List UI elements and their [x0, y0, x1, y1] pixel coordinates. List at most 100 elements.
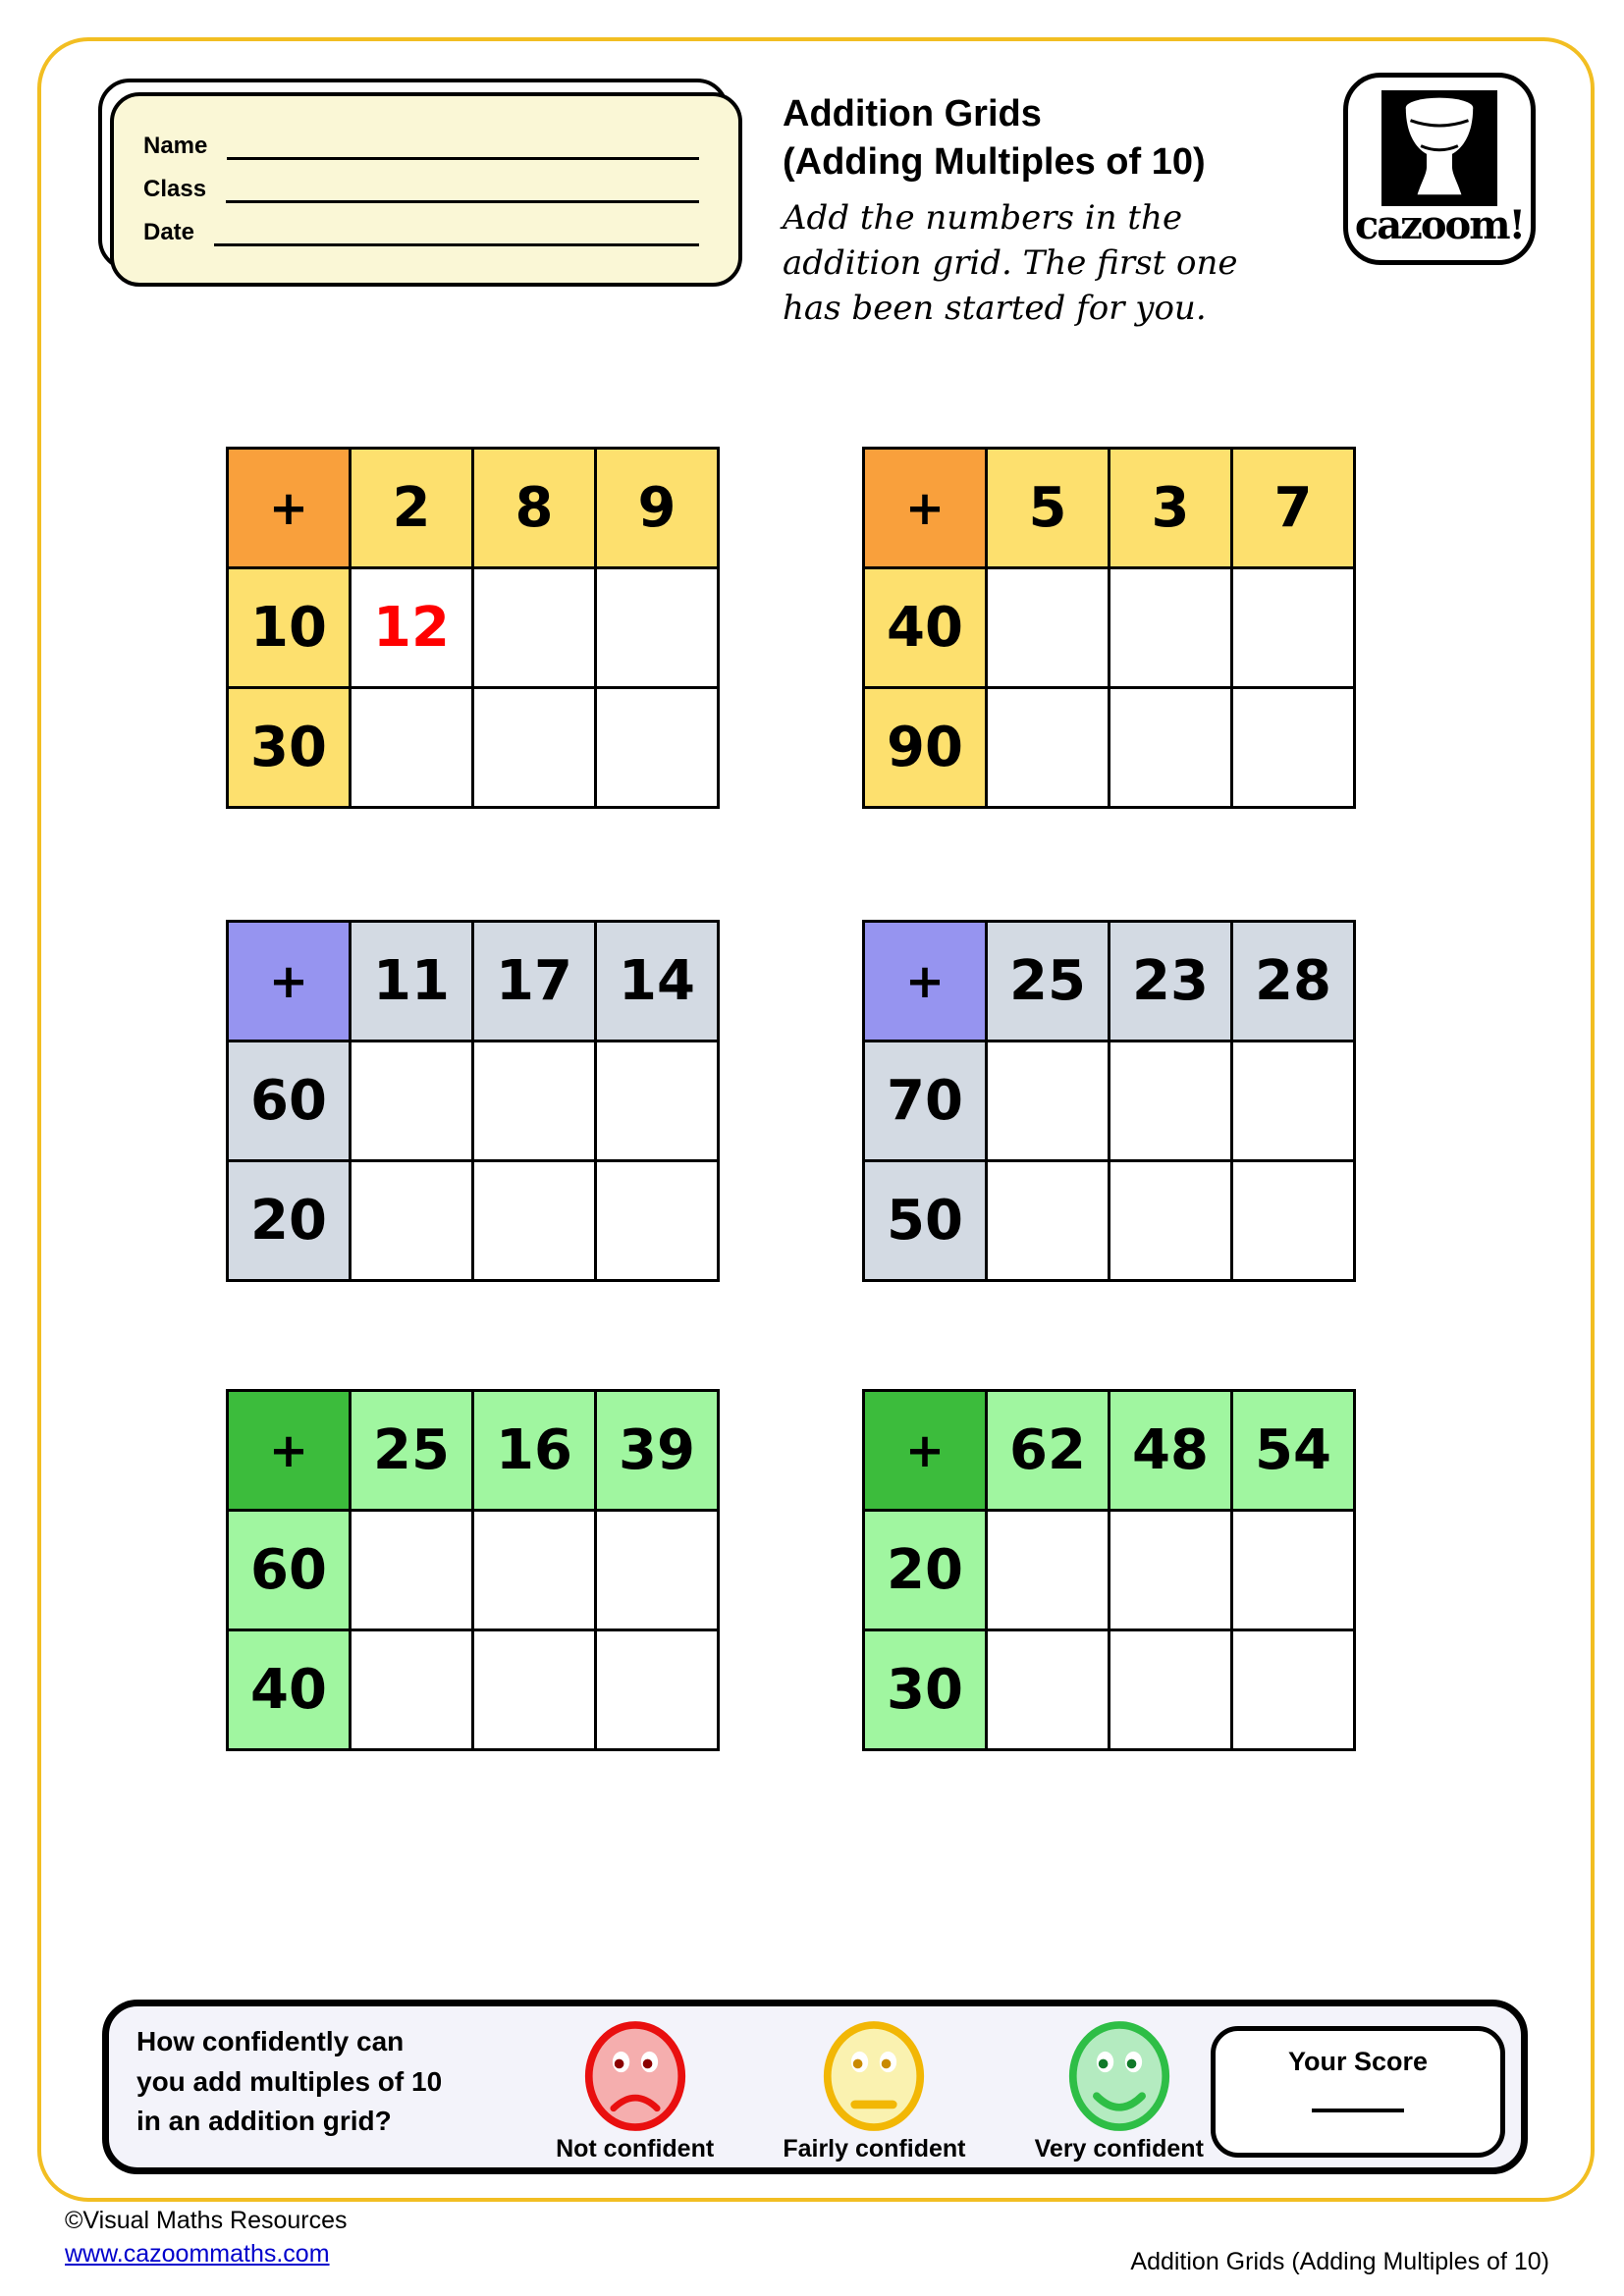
row-header: 70 — [862, 1040, 988, 1162]
confidence-question: How confidently can you add multiples of… — [136, 2022, 442, 2142]
answer-cell[interactable] — [1108, 1509, 1233, 1631]
option-label: Fairly confident — [783, 2135, 966, 2163]
col-header: 8 — [471, 447, 597, 569]
answer-cell[interactable] — [594, 686, 720, 809]
answer-cell[interactable] — [594, 1509, 720, 1631]
website-link[interactable]: www.cazoommaths.com — [65, 2239, 330, 2268]
col-header: 16 — [471, 1389, 597, 1512]
answer-cell[interactable] — [471, 1509, 597, 1631]
page-title-line1: Addition Grids — [783, 93, 1042, 134]
djembe-drum-icon — [1381, 90, 1497, 206]
date-field-row: Date — [143, 219, 699, 246]
answer-cell[interactable] — [349, 1509, 474, 1631]
confidence-options: Not confident Fairly confident V — [521, 2014, 1238, 2163]
plus-cell: + — [862, 447, 988, 569]
col-header: 25 — [349, 1389, 474, 1512]
answer-cell[interactable] — [349, 1040, 474, 1162]
footer-doc-title: Addition Grids (Adding Multiples of 10) — [1130, 2248, 1549, 2275]
addition-grid-4: + 25 23 28 70 50 — [862, 920, 1356, 1282]
plus-cell: + — [862, 920, 988, 1042]
option-label: Very confident — [1034, 2135, 1204, 2163]
page-title: Addition Grids (Adding Multiples of 10) — [783, 90, 1332, 187]
sad-face-icon — [584, 2021, 685, 2131]
col-header: 17 — [471, 920, 597, 1042]
info-box-inner: Name Class Date — [110, 92, 742, 287]
col-header: 14 — [594, 920, 720, 1042]
student-info-box: Name Class Date — [98, 79, 742, 287]
answer-cell[interactable] — [985, 1629, 1110, 1751]
answer-cell[interactable] — [471, 1159, 597, 1282]
answer-cell[interactable] — [349, 1629, 474, 1751]
addition-grid-3: + 11 17 14 60 20 — [226, 920, 720, 1282]
score-input-line[interactable] — [1312, 2109, 1404, 2112]
answer-cell[interactable] — [594, 1159, 720, 1282]
col-header: 62 — [985, 1389, 1110, 1512]
answer-cell[interactable] — [594, 566, 720, 689]
name-field-row: Name — [143, 133, 699, 160]
answer-cell[interactable] — [471, 1629, 597, 1751]
answer-cell[interactable] — [1108, 1629, 1233, 1751]
option-label: Not confident — [556, 2135, 715, 2163]
col-header: 11 — [349, 920, 474, 1042]
date-label: Date — [143, 219, 195, 245]
answer-cell[interactable] — [985, 566, 1110, 689]
page-title-line2: (Adding Multiples of 10) — [783, 141, 1206, 184]
option-not-confident[interactable]: Not confident — [556, 2019, 714, 2163]
answer-cell[interactable] — [471, 566, 597, 689]
answer-cell[interactable] — [349, 686, 474, 809]
class-label: Class — [143, 176, 207, 202]
answer-cell[interactable] — [1108, 1159, 1233, 1282]
answer-cell[interactable] — [594, 1040, 720, 1162]
col-header: 25 — [985, 920, 1110, 1042]
answer-cell[interactable] — [985, 1509, 1110, 1631]
answer-cell[interactable] — [1230, 686, 1356, 809]
confidence-question-line3: in an addition grid? — [136, 2106, 392, 2137]
row-header: 10 — [226, 566, 352, 689]
score-title: Your Score — [1287, 2047, 1429, 2076]
addition-grid-2: + 5 3 7 40 90 — [862, 447, 1356, 809]
addition-grid-1: + 2 8 9 10 12 30 — [226, 447, 720, 809]
answer-cell[interactable] — [471, 1040, 597, 1162]
class-field-row: Class — [143, 176, 699, 203]
row-header: 20 — [226, 1159, 352, 1282]
answer-cell[interactable] — [985, 1040, 1110, 1162]
plus-cell: + — [226, 447, 352, 569]
answer-cell[interactable] — [471, 686, 597, 809]
footer-left: ©Visual Maths Resources www.cazoommaths.… — [65, 2205, 348, 2271]
answer-cell[interactable] — [1230, 1509, 1356, 1631]
addition-grid-5: + 25 16 39 60 40 — [226, 1389, 720, 1751]
neutral-face-icon — [824, 2021, 925, 2131]
answer-cell[interactable] — [1230, 1040, 1356, 1162]
col-header: 5 — [985, 447, 1110, 569]
answer-cell[interactable] — [1108, 566, 1233, 689]
answer-cell[interactable] — [1230, 566, 1356, 689]
date-input-line[interactable] — [214, 226, 699, 246]
answer-cell[interactable] — [985, 1159, 1110, 1282]
instruction-line2: addition grid. The first one — [783, 243, 1238, 284]
class-input-line[interactable] — [226, 183, 699, 203]
instruction-text: Add the numbers in the addition grid. Th… — [783, 195, 1332, 332]
name-label: Name — [143, 133, 208, 159]
answer-cell[interactable] — [1108, 686, 1233, 809]
answer-cell[interactable] — [1108, 1040, 1233, 1162]
answer-cell[interactable] — [349, 1159, 474, 1282]
cazoom-logo: cazoom! — [1343, 73, 1536, 265]
row-header: 60 — [226, 1509, 352, 1631]
answer-cell[interactable] — [985, 686, 1110, 809]
title-block: Addition Grids (Adding Multiples of 10) … — [783, 90, 1332, 331]
copyright-text: ©Visual Maths Resources — [65, 2207, 348, 2234]
answer-cell[interactable] — [1230, 1159, 1356, 1282]
row-header: 30 — [862, 1629, 988, 1751]
page-border — [37, 37, 1595, 2202]
option-fairly-confident[interactable]: Fairly confident — [783, 2019, 965, 2163]
col-header: 39 — [594, 1389, 720, 1512]
row-header: 30 — [226, 686, 352, 809]
answer-cell[interactable] — [594, 1629, 720, 1751]
row-header: 40 — [226, 1629, 352, 1751]
option-very-confident[interactable]: Very confident — [1035, 2019, 1204, 2163]
answer-cell[interactable] — [1230, 1629, 1356, 1751]
plus-cell: + — [226, 920, 352, 1042]
col-header: 28 — [1230, 920, 1356, 1042]
name-input-line[interactable] — [227, 139, 699, 160]
